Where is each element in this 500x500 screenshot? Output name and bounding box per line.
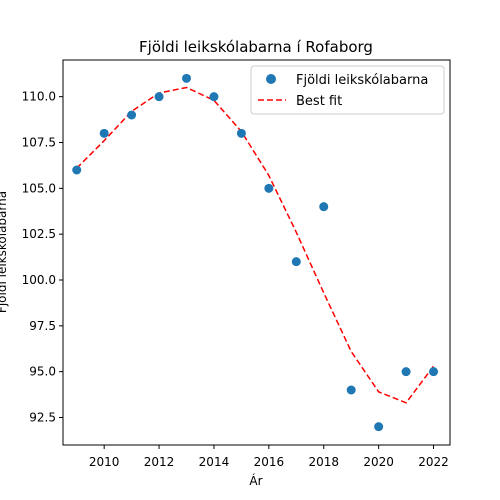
data-point [99,128,109,138]
x-axis-label: Ár [249,473,262,488]
legend-marker-scatter [266,74,276,84]
y-tick-label: 107.5 [22,136,56,150]
legend-label-fit: Best fit [296,94,342,109]
plot-area [62,59,451,446]
best-fit-line [76,86,435,404]
data-point [291,257,301,267]
x-tick-label: 2022 [418,455,449,469]
data-point [264,183,274,193]
x-tick-label: 2014 [199,455,230,469]
y-tick-label: 97.5 [29,319,56,333]
data-point [374,422,384,432]
x-tick-label: 2020 [363,455,394,469]
chart-title: Fjöldi leikskólabarna í Rofaborg [139,38,373,56]
scatter-points-layer [72,73,439,432]
data-point [401,367,411,377]
legend-label-scatter: Fjöldi leikskólabarna [296,73,428,88]
data-point [72,165,82,175]
data-point [236,128,246,138]
ticks-layer: 2010 2012 2014 2016 2018 2020 2022 92.5 95.0 97.5… [22,90,449,469]
y-tick-label: 100.0 [22,273,56,287]
data-point [429,367,439,377]
y-tick-label: 95.0 [29,365,56,379]
y-tick-label: 110.0 [22,90,56,104]
data-point [127,110,137,120]
x-tick-label: 2012 [144,455,175,469]
plot-frame [62,59,451,446]
data-point [319,202,329,212]
y-tick-label: 102.5 [22,227,56,241]
x-tick-label: 2016 [254,455,285,469]
fit-line-layer [76,86,435,404]
y-tick-label: 92.5 [29,411,56,425]
data-point [346,385,356,395]
data-point [209,92,219,102]
x-tick-label: 2018 [308,455,339,469]
legend: Fjöldi leikskólabarna Best fit [250,65,445,115]
y-axis-label: Fjöldi leikskólabarna [0,191,9,313]
data-point [154,92,164,102]
legend-frame [250,65,445,115]
x-tick-label: 2010 [89,455,120,469]
y-tick-label: 105.0 [22,181,56,195]
data-point [182,73,192,83]
